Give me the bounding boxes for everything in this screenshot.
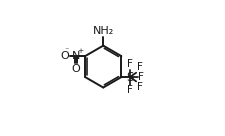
Text: F: F <box>126 85 132 95</box>
Text: F: F <box>137 72 143 82</box>
Text: O: O <box>60 51 69 61</box>
Text: F: F <box>126 59 132 69</box>
Text: N: N <box>71 51 79 61</box>
Text: +: + <box>77 48 83 54</box>
Text: S: S <box>126 71 133 84</box>
Text: ⁻: ⁻ <box>65 45 69 54</box>
Text: NH₂: NH₂ <box>92 26 113 36</box>
Text: O: O <box>71 64 80 74</box>
Text: F: F <box>136 82 142 92</box>
Text: F: F <box>136 63 142 72</box>
